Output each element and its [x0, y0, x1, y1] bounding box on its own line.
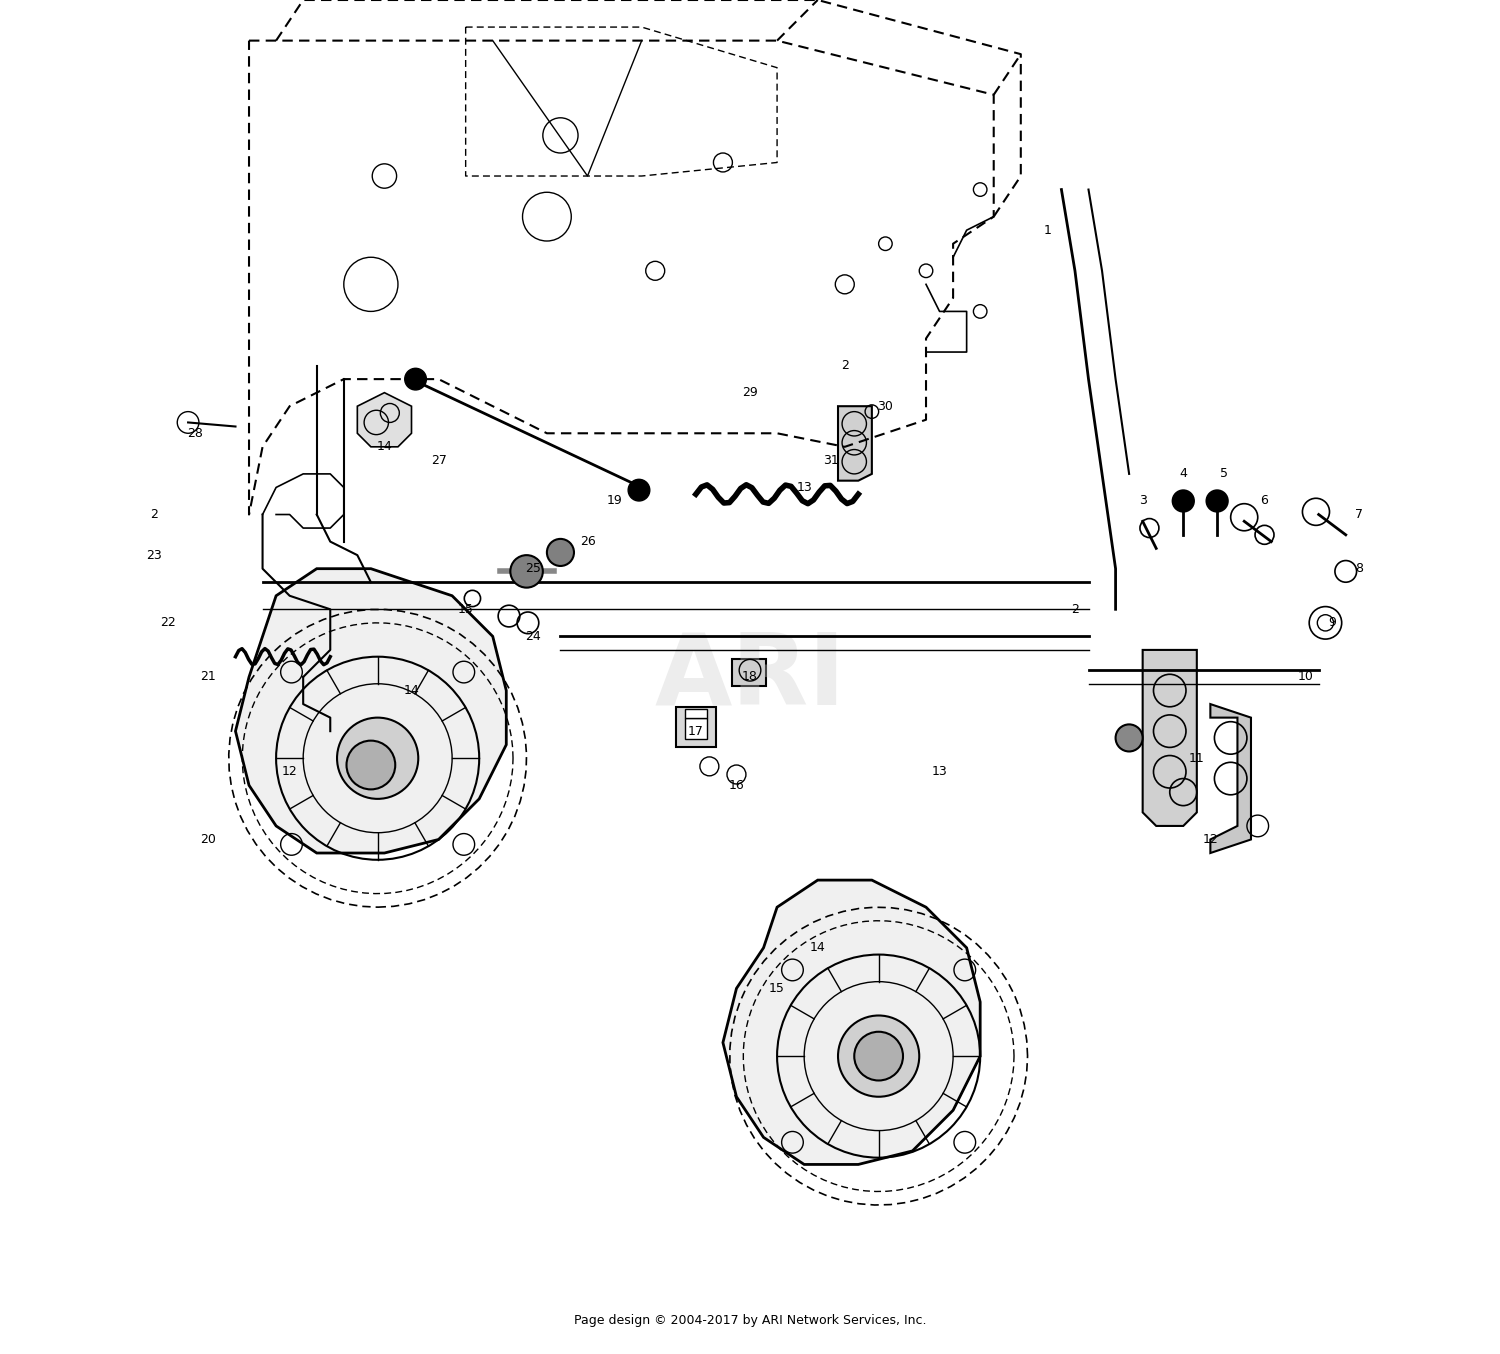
Circle shape — [1116, 724, 1143, 751]
Circle shape — [1206, 490, 1228, 512]
Text: 1: 1 — [1044, 223, 1052, 237]
Circle shape — [855, 1032, 903, 1080]
Text: 16: 16 — [729, 779, 744, 792]
Text: 7: 7 — [1356, 508, 1364, 521]
Text: 14: 14 — [404, 684, 420, 697]
Text: 19: 19 — [606, 494, 622, 508]
Circle shape — [346, 741, 396, 789]
Text: 3: 3 — [1138, 494, 1146, 508]
Text: 20: 20 — [201, 833, 216, 846]
Text: 23: 23 — [147, 548, 162, 562]
Text: 17: 17 — [688, 724, 703, 738]
Polygon shape — [1210, 704, 1251, 853]
Text: 11: 11 — [1190, 751, 1204, 765]
Text: 21: 21 — [201, 670, 216, 684]
Circle shape — [338, 718, 418, 799]
Circle shape — [628, 479, 650, 501]
Polygon shape — [675, 707, 716, 747]
Text: 8: 8 — [1356, 562, 1364, 575]
Text: 30: 30 — [878, 399, 894, 413]
Text: 27: 27 — [430, 454, 447, 467]
Text: 31: 31 — [824, 454, 839, 467]
Polygon shape — [1143, 650, 1197, 826]
Text: 18: 18 — [742, 670, 758, 684]
Circle shape — [548, 539, 574, 566]
Text: 14: 14 — [810, 941, 825, 955]
Polygon shape — [839, 406, 872, 481]
Text: 15: 15 — [770, 982, 784, 995]
Polygon shape — [236, 569, 507, 853]
Text: 12: 12 — [1203, 833, 1218, 846]
Text: 10: 10 — [1298, 670, 1312, 684]
Circle shape — [839, 1016, 920, 1097]
Text: 13: 13 — [796, 481, 812, 494]
Polygon shape — [732, 659, 766, 686]
Text: 2: 2 — [150, 508, 158, 521]
Polygon shape — [723, 880, 980, 1164]
Text: 22: 22 — [160, 616, 176, 630]
Text: 29: 29 — [742, 386, 758, 399]
Text: 12: 12 — [282, 765, 297, 779]
Text: 28: 28 — [188, 427, 202, 440]
Text: 6: 6 — [1260, 494, 1269, 508]
Circle shape — [1173, 490, 1194, 512]
Text: 2: 2 — [1071, 603, 1078, 616]
Text: 25: 25 — [525, 562, 542, 575]
Text: 14: 14 — [376, 440, 393, 454]
Polygon shape — [357, 393, 411, 447]
Text: 15: 15 — [458, 603, 474, 616]
Text: 26: 26 — [579, 535, 596, 548]
Circle shape — [405, 368, 426, 390]
Text: 5: 5 — [1220, 467, 1228, 481]
Bar — [686, 718, 706, 739]
Text: 13: 13 — [932, 765, 948, 779]
Text: 2: 2 — [842, 359, 849, 372]
Bar — [686, 709, 706, 718]
Text: Page design © 2004-2017 by ARI Network Services, Inc.: Page design © 2004-2017 by ARI Network S… — [573, 1313, 926, 1327]
Text: 24: 24 — [525, 630, 542, 643]
Text: 4: 4 — [1179, 467, 1186, 481]
Circle shape — [510, 555, 543, 588]
Text: 9: 9 — [1329, 616, 1336, 630]
Text: ARI: ARI — [654, 628, 846, 726]
